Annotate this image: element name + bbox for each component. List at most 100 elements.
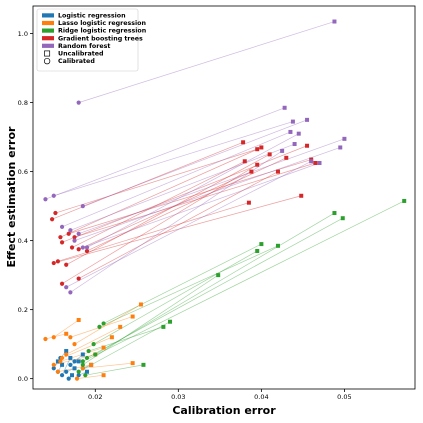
lasso-logistic-regression-connector xyxy=(82,362,133,369)
x-tick-label: 0.03 xyxy=(171,393,185,401)
gradient-boosting-trees-uncalibrated-point xyxy=(241,140,246,145)
logistic-regression-calibrated-point xyxy=(66,376,71,381)
gradient-boosting-trees-calibrated-point xyxy=(59,240,65,245)
gradient-boosting-trees-uncalibrated-point xyxy=(305,143,310,148)
logistic-regression-connector xyxy=(61,357,71,376)
y-tick-label: 0.0 xyxy=(18,375,28,383)
lasso-logistic-regression-uncalibrated-point xyxy=(89,362,94,367)
lasso-logistic-regression-connector xyxy=(53,319,79,338)
legend-label-ridge-logistic-regression: Ridge logistic regression xyxy=(58,28,146,35)
random-forest-connector xyxy=(82,162,320,248)
lasso-logistic-regression-connector xyxy=(45,333,67,340)
ridge-logistic-regression-calibrated-point xyxy=(101,321,106,326)
gradient-boosting-trees-calibrated-point xyxy=(66,231,71,236)
y-tick-label: 0.8 xyxy=(18,99,28,107)
legend-swatch-lasso-logistic-regression xyxy=(42,20,54,26)
gradient-boosting-trees-calibrated-point xyxy=(76,276,81,281)
random-forest-calibrated-point xyxy=(68,228,73,233)
legend-swatch-gradient-boosting-trees xyxy=(42,36,54,41)
ridge-logistic-regression-uncalibrated-point xyxy=(340,216,345,221)
ridge-logistic-regression-uncalibrated-point xyxy=(216,273,221,278)
gradient-boosting-trees-calibrated-point xyxy=(50,217,55,222)
gradient-boosting-trees-connector xyxy=(55,148,258,214)
legend-label-gradient-boosting-trees: Gradient boosting trees xyxy=(58,35,143,42)
legend-label-random-forest: Random forest xyxy=(58,43,110,50)
plot-frame xyxy=(32,5,416,390)
y-axis-label: Effect estimation error xyxy=(5,126,18,268)
logistic-regression-calibrated-point xyxy=(64,369,69,374)
random-forest-connector xyxy=(70,150,283,293)
lasso-logistic-regression-calibrated-point xyxy=(55,369,61,374)
ridge-logistic-regression-calibrated-point xyxy=(93,352,98,357)
logistic-regression-uncalibrated-point xyxy=(70,373,75,378)
logistic-regression-calibrated-point xyxy=(72,359,77,364)
x-axis-label: Calibration error xyxy=(172,404,276,417)
gradient-boosting-trees-calibrated-point xyxy=(69,245,75,250)
random-forest-uncalibrated-point xyxy=(309,159,314,164)
logistic-regression-uncalibrated-point xyxy=(80,352,85,357)
x-tick-label: 0.02 xyxy=(88,393,102,401)
lasso-logistic-regression-calibrated-point xyxy=(51,335,56,340)
gradient-boosting-trees-uncalibrated-point xyxy=(242,159,247,164)
ridge-logistic-regression-uncalibrated-point xyxy=(259,242,264,247)
gradient-boosting-trees-connector xyxy=(71,160,245,248)
legend-label-uncalibrated: Uncalibrated xyxy=(58,51,104,58)
gradient-boosting-trees-connector xyxy=(61,145,308,243)
random-forest-connector xyxy=(82,119,308,207)
logistic-regression-uncalibrated-point xyxy=(72,366,77,371)
random-forest-connector xyxy=(70,143,295,231)
y-tick-label: 0.6 xyxy=(18,168,28,176)
gradient-boosting-trees-connector xyxy=(68,159,312,235)
random-forest-uncalibrated-point xyxy=(317,160,322,165)
gradient-boosting-trees-calibrated-point xyxy=(84,248,90,254)
lasso-logistic-regression-connector xyxy=(76,374,104,379)
logistic-regression-uncalibrated-point xyxy=(60,362,65,367)
ridge-logistic-regression-calibrated-point xyxy=(83,373,88,378)
ridge-logistic-regression-uncalibrated-point xyxy=(141,362,146,367)
random-forest-calibrated-point xyxy=(76,231,81,236)
random-forest-uncalibrated-point xyxy=(280,148,285,153)
lasso-logistic-regression-uncalibrated-point xyxy=(109,335,114,340)
y-tick-label: 0.2 xyxy=(18,306,28,314)
random-forest-calibrated-point xyxy=(51,193,56,198)
lasso-logistic-regression-uncalibrated-point xyxy=(101,373,106,378)
gradient-boosting-trees-connector xyxy=(61,164,258,285)
random-forest-calibrated-point xyxy=(80,245,85,250)
gradient-boosting-trees-uncalibrated-point xyxy=(267,152,272,157)
ridge-logistic-regression-uncalibrated-point xyxy=(402,198,407,203)
lasso-logistic-regression-uncalibrated-point xyxy=(130,361,135,366)
lasso-logistic-regression-calibrated-point xyxy=(59,355,65,361)
gradient-boosting-trees-calibrated-point xyxy=(76,247,81,252)
gradient-boosting-trees-calibrated-point xyxy=(53,210,58,216)
y-tick-label: 1.0 xyxy=(18,30,28,38)
gradient-boosting-trees-connector xyxy=(60,147,262,238)
random-forest-uncalibrated-point xyxy=(288,129,293,134)
lasso-logistic-regression-uncalibrated-point xyxy=(118,324,123,329)
random-forest-uncalibrated-point xyxy=(332,19,337,24)
random-forest-calibrated-point xyxy=(59,224,65,229)
logistic-regression-calibrated-point xyxy=(68,362,73,367)
random-forest-calibrated-point xyxy=(68,290,73,295)
gradient-boosting-trees-uncalibrated-point xyxy=(249,169,254,174)
lasso-logistic-regression-uncalibrated-point xyxy=(76,317,81,322)
lasso-logistic-regression-connector xyxy=(61,336,113,359)
lasso-logistic-regression-connector xyxy=(66,326,121,355)
legend-label-logistic-regression: Logistic regression xyxy=(58,13,126,20)
legend-swatch-random-forest xyxy=(42,43,54,48)
gradient-boosting-trees-uncalibrated-point xyxy=(299,193,304,198)
logistic-regression-uncalibrated-point xyxy=(64,349,69,354)
gradient-boosting-trees-uncalibrated-point xyxy=(275,169,280,174)
random-forest-uncalibrated-point xyxy=(342,136,347,141)
gradient-boosting-trees-uncalibrated-point xyxy=(313,160,318,165)
random-forest-connector xyxy=(78,21,335,103)
gradient-boosting-trees-calibrated-point xyxy=(64,262,69,267)
random-forest-uncalibrated-point xyxy=(305,117,310,122)
ridge-logistic-regression-connector xyxy=(78,321,171,373)
gradient-boosting-trees-calibrated-point xyxy=(58,235,63,240)
lasso-logistic-regression-calibrated-point xyxy=(51,362,56,367)
lasso-logistic-regression-calibrated-point xyxy=(58,359,63,364)
ridge-logistic-regression-calibrated-point xyxy=(97,324,102,329)
